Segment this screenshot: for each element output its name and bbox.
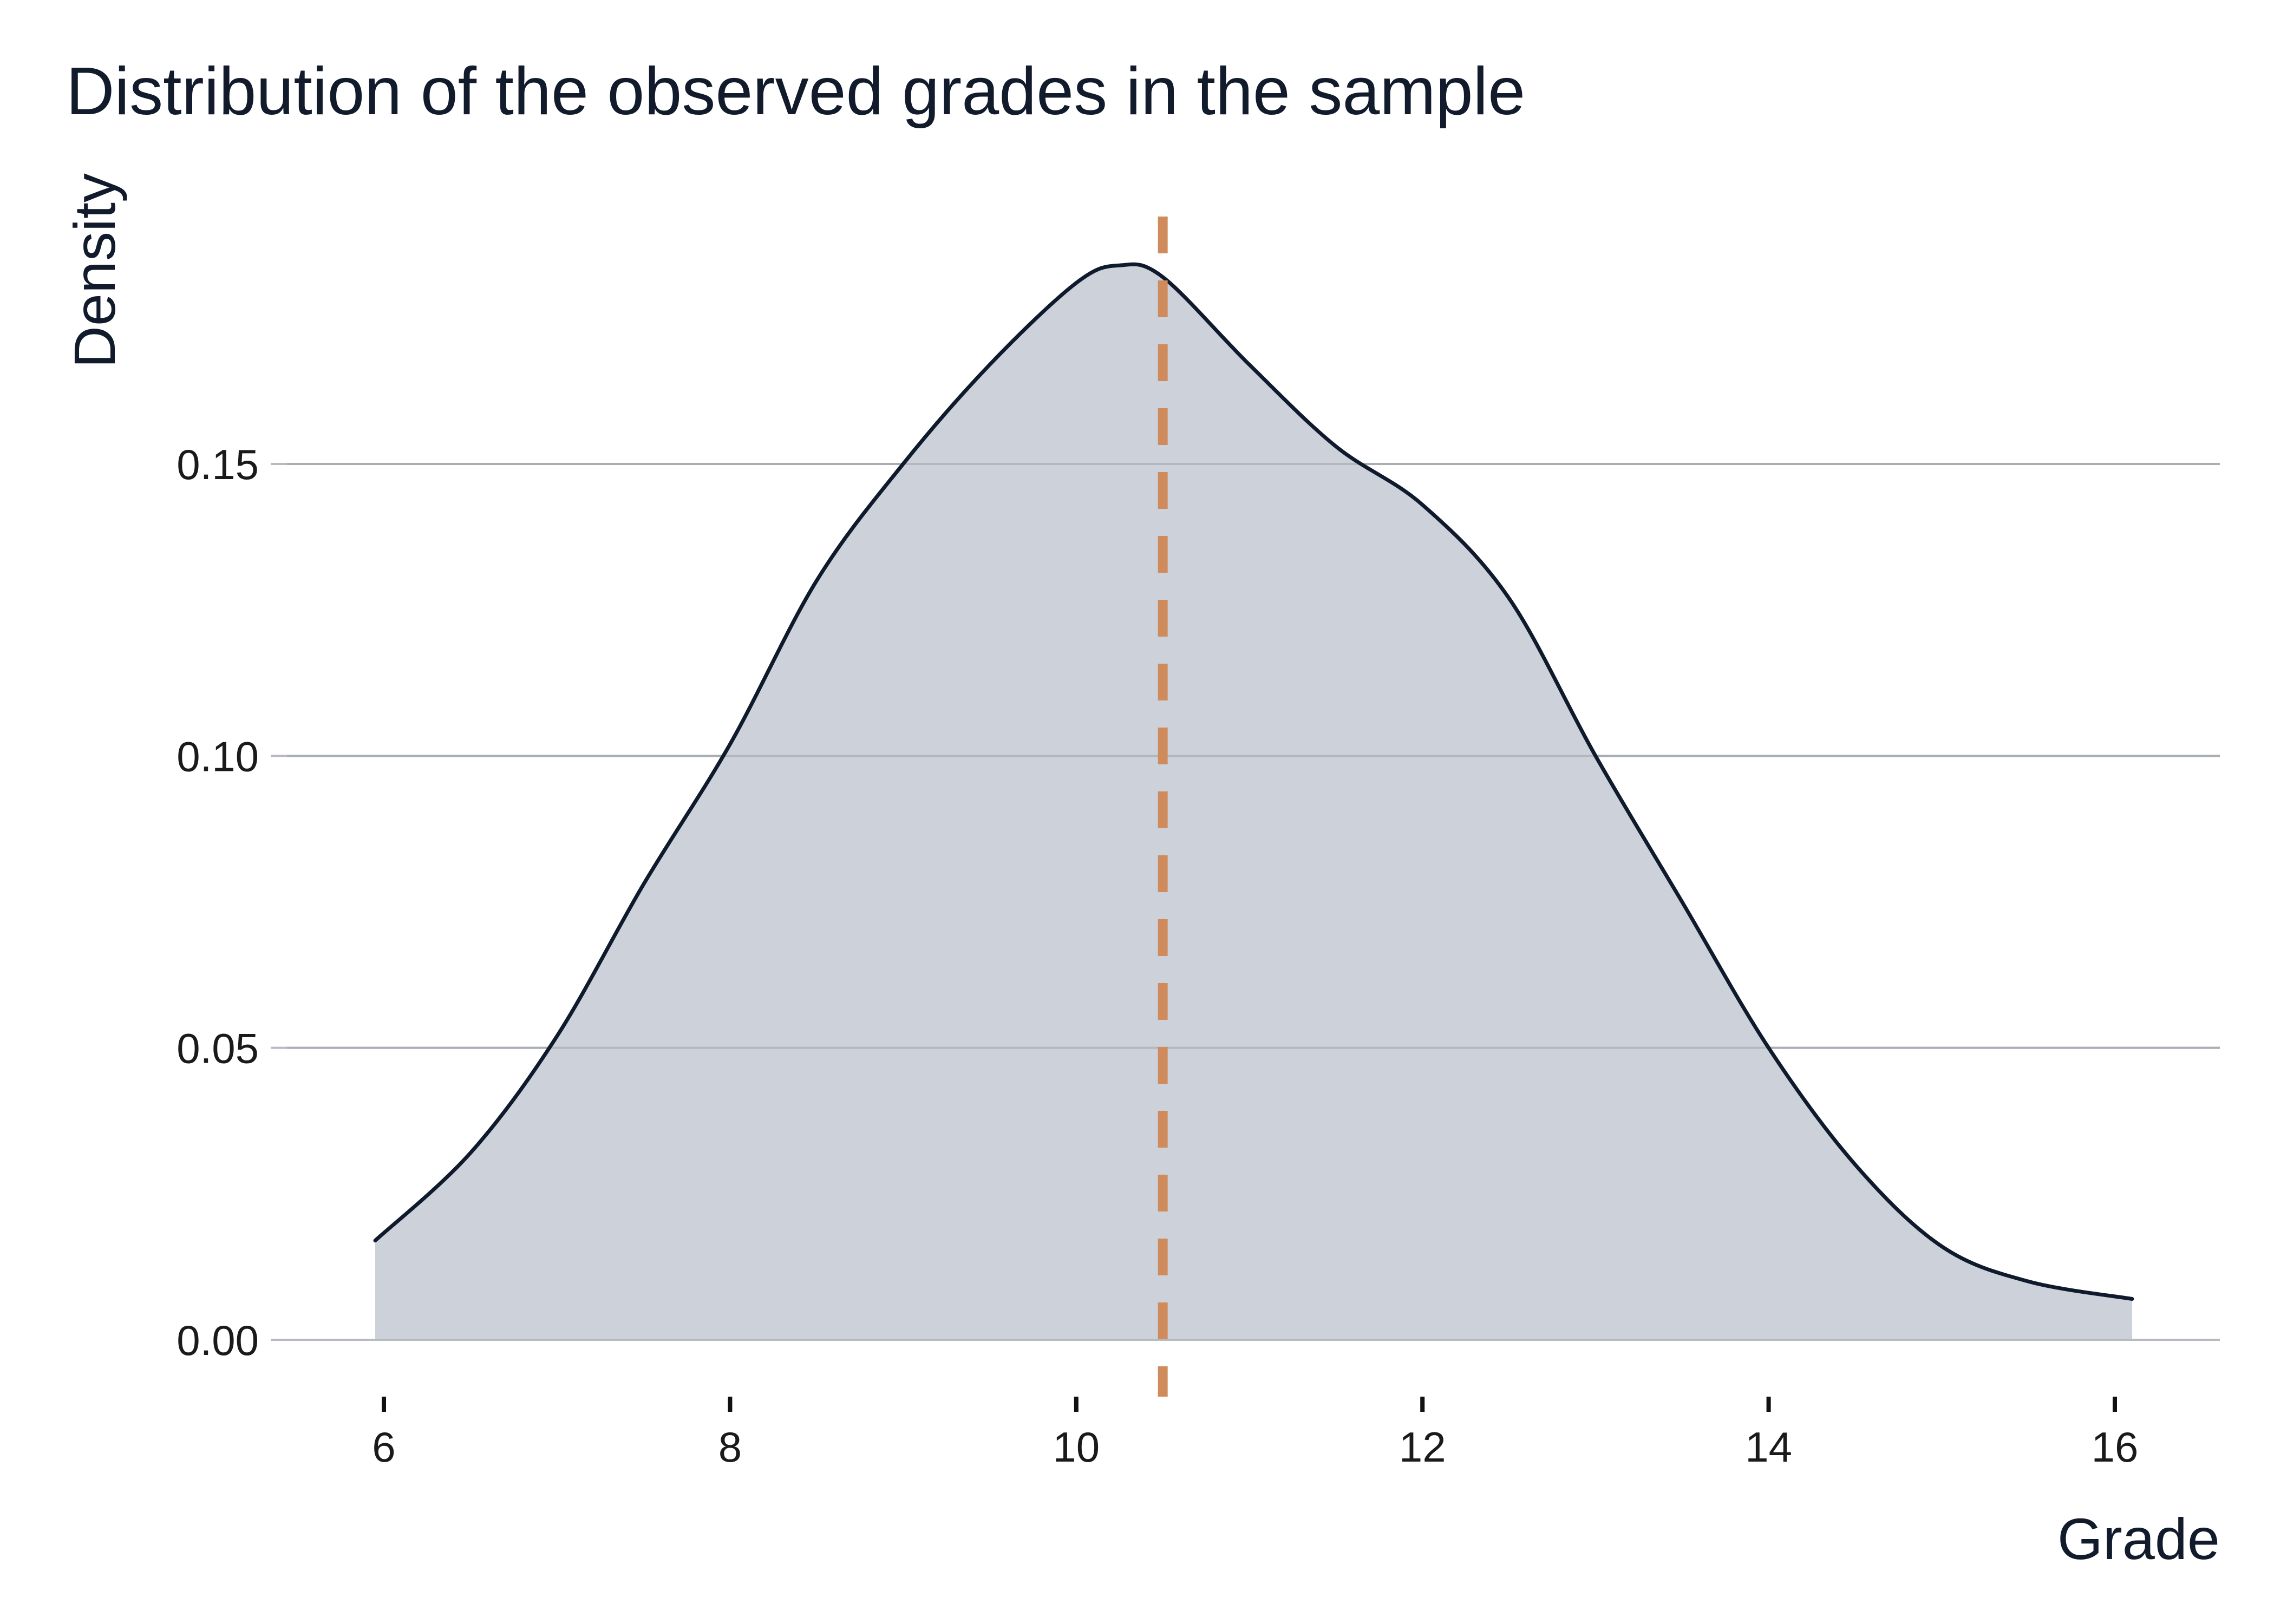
x-tick-label: 12 (1399, 1423, 1446, 1471)
chart-title: Distribution of the observed grades in t… (66, 54, 1526, 129)
density-fill (375, 264, 2132, 1340)
density-line (373, 262, 2134, 1301)
x-axis-ticks: 6 8 10 12 14 16 (372, 1397, 2138, 1471)
y-axis-ticks: 0.00 0.05 0.10 0.15 (177, 441, 287, 1364)
x-tick-label: 8 (718, 1423, 742, 1471)
x-tick-label: 10 (1053, 1423, 1100, 1471)
x-axis-title: Grade (2057, 1506, 2220, 1571)
x-tick-label: 14 (1745, 1423, 1792, 1471)
y-tick-label: 0.00 (177, 1317, 259, 1364)
y-axis-title: Density (62, 173, 127, 368)
x-tick-label: 6 (372, 1423, 395, 1471)
y-tick-label: 0.15 (177, 441, 259, 488)
density-area (287, 262, 2220, 1341)
y-tick-label: 0.05 (177, 1025, 259, 1072)
y-tick-label: 0.10 (177, 732, 259, 780)
x-tick-label: 16 (2092, 1423, 2139, 1471)
